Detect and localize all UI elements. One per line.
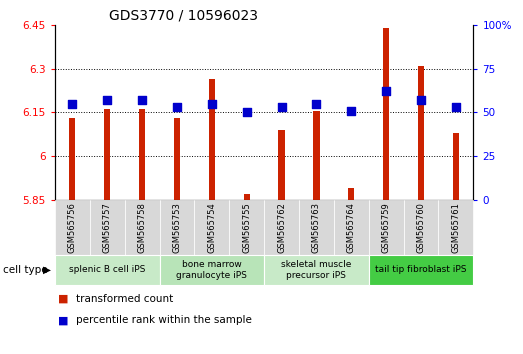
Text: GSM565759: GSM565759 — [382, 202, 391, 253]
Bar — [104, 109, 110, 200]
Text: GSM565756: GSM565756 — [68, 202, 77, 253]
Text: GSM565761: GSM565761 — [451, 202, 460, 253]
Point — [173, 104, 181, 110]
Text: ▶: ▶ — [43, 265, 51, 275]
Text: GSM565754: GSM565754 — [207, 202, 217, 253]
Text: GSM565760: GSM565760 — [416, 202, 426, 253]
Point — [138, 97, 146, 103]
Text: cell type: cell type — [3, 265, 47, 275]
Text: GSM565757: GSM565757 — [103, 202, 112, 253]
Text: skeletal muscle
precursor iPS: skeletal muscle precursor iPS — [281, 260, 351, 280]
Point — [277, 104, 286, 110]
Text: GSM565763: GSM565763 — [312, 202, 321, 253]
Point — [68, 101, 76, 107]
Point — [347, 108, 356, 114]
Text: GSM565755: GSM565755 — [242, 202, 251, 253]
Text: GDS3770 / 10596023: GDS3770 / 10596023 — [109, 9, 257, 23]
Text: GSM565753: GSM565753 — [173, 202, 181, 253]
Point — [208, 101, 216, 107]
Bar — [69, 118, 75, 200]
Point — [312, 101, 321, 107]
Text: tail tip fibroblast iPS: tail tip fibroblast iPS — [376, 266, 467, 274]
Text: GSM565764: GSM565764 — [347, 202, 356, 253]
Bar — [418, 66, 424, 200]
Text: ■: ■ — [58, 294, 68, 304]
Point — [417, 97, 425, 103]
Point — [103, 97, 111, 103]
Point — [452, 104, 460, 110]
Bar — [139, 109, 145, 200]
Bar — [348, 188, 355, 200]
Point — [382, 88, 390, 94]
Text: bone marrow
granulocyte iPS: bone marrow granulocyte iPS — [176, 260, 247, 280]
Text: GSM565758: GSM565758 — [138, 202, 146, 253]
Bar — [453, 133, 459, 200]
Bar — [209, 79, 215, 200]
Bar — [174, 118, 180, 200]
Point — [243, 110, 251, 115]
Bar — [313, 111, 320, 200]
Text: GSM565762: GSM565762 — [277, 202, 286, 253]
Text: splenic B cell iPS: splenic B cell iPS — [69, 266, 145, 274]
Bar — [244, 194, 250, 200]
Text: transformed count: transformed count — [76, 294, 173, 304]
Bar — [278, 130, 285, 200]
Bar — [383, 28, 389, 200]
Text: ■: ■ — [58, 315, 68, 325]
Text: percentile rank within the sample: percentile rank within the sample — [76, 315, 252, 325]
